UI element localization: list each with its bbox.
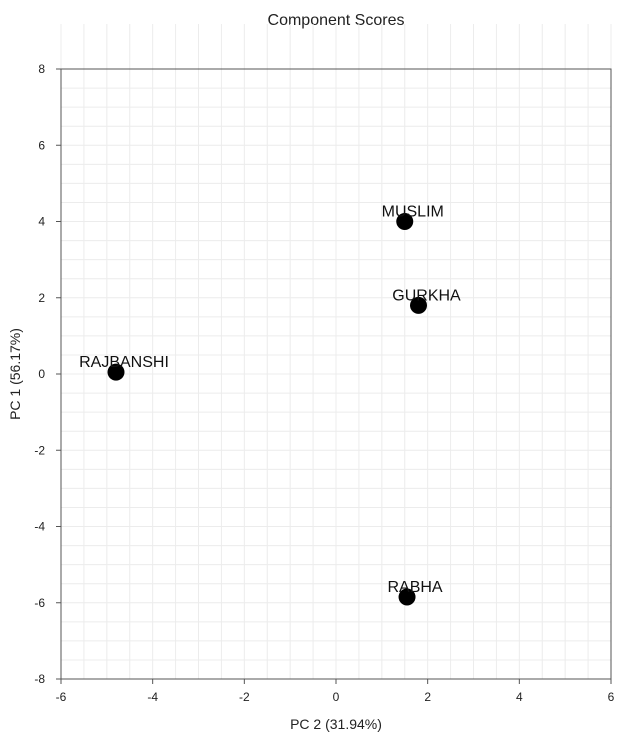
chart-title: Component Scores: [268, 12, 405, 29]
data-point: [410, 296, 427, 314]
y-tick-label: 8: [38, 62, 45, 76]
y-tick-label: -8: [34, 672, 45, 686]
y-tick-label: -6: [34, 596, 45, 610]
x-tick-label: -2: [239, 690, 250, 704]
y-axis: -8 -6 -4 -2 0 2 4 6 8: [34, 62, 61, 686]
y-tick-label: 4: [38, 215, 45, 229]
point-label: RABHA: [387, 579, 442, 596]
data-points: MUSLIM GURKHA RAJBANSHI RABHA: [79, 204, 461, 606]
y-tick-label: -2: [34, 443, 45, 457]
x-axis: -6 -4 -2 0 2 4 6: [56, 679, 615, 704]
x-tick-label: 4: [516, 690, 523, 704]
y-tick-label: 0: [38, 367, 45, 381]
x-tick-label: 2: [424, 690, 431, 704]
data-point: [107, 363, 125, 381]
point-label: RAJBANSHI: [79, 354, 169, 371]
x-tick-label: 6: [608, 690, 615, 704]
y-tick-label: -4: [34, 520, 45, 534]
x-tick-label: -4: [147, 690, 158, 704]
grid-lines: [60, 24, 612, 680]
data-point: [398, 588, 416, 606]
x-axis-title: PC 2 (31.94%): [290, 716, 382, 732]
x-tick-label: 0: [333, 690, 340, 704]
y-axis-title: PC 1 (56.17%): [7, 328, 23, 420]
x-tick-label: -6: [56, 690, 67, 704]
data-point: [396, 213, 414, 230]
point-label: GURKHA: [392, 287, 461, 304]
point-label: MUSLIM: [382, 204, 444, 221]
y-tick-label: 2: [38, 291, 45, 305]
y-tick-label: 6: [38, 138, 45, 152]
